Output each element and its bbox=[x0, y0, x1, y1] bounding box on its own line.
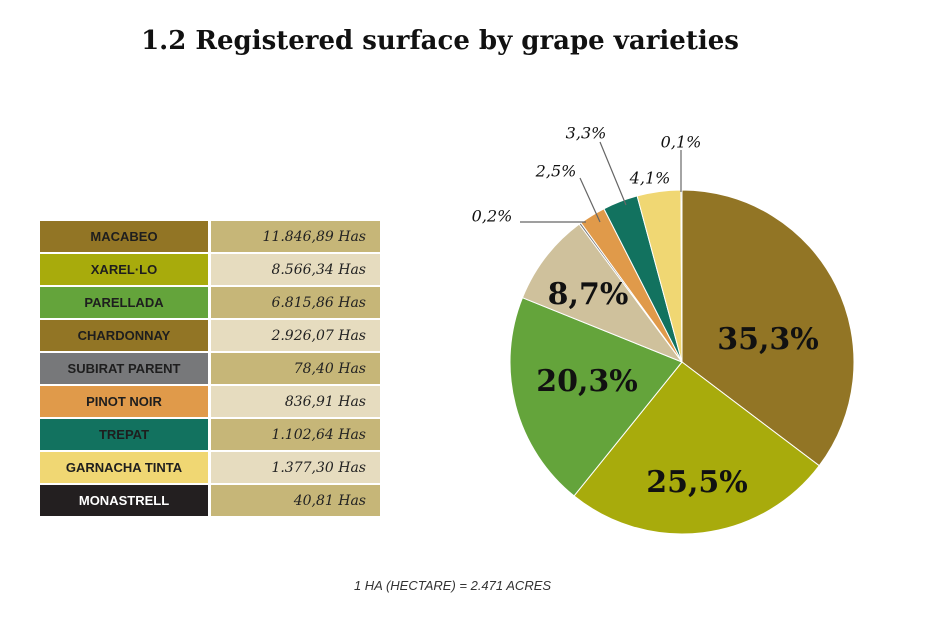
variety-name: GARNACHA TINTA bbox=[40, 452, 208, 483]
table-row: PARELLADA 6.815,86 Has bbox=[40, 287, 380, 318]
variety-name: CHARDONNAY bbox=[40, 320, 208, 351]
pie-slice bbox=[509, 297, 683, 497]
slice-label: 2,5% bbox=[535, 162, 577, 181]
leader-line bbox=[579, 177, 601, 223]
variety-surface: 2.926,07 Has bbox=[211, 320, 380, 351]
variety-surface: 11.846,89 Has bbox=[211, 221, 380, 252]
table-row: PINOT NOIR 836,91 Has bbox=[40, 386, 380, 417]
slice-label: 0,2% bbox=[472, 207, 513, 226]
variety-name: XAREL·LO bbox=[40, 254, 208, 285]
table-row: XAREL·LO 8.566,34 Has bbox=[40, 254, 380, 285]
variety-surface: 40,81 Has bbox=[211, 485, 380, 516]
pie-slice bbox=[573, 361, 820, 535]
slice-label: 0,1% bbox=[661, 133, 702, 152]
variety-name: PINOT NOIR bbox=[40, 386, 208, 417]
variety-name: MONASTRELL bbox=[40, 485, 208, 516]
slice-label: 35,3% bbox=[717, 322, 819, 357]
slice-label: 3,3% bbox=[566, 124, 607, 143]
variety-name: MACABEO bbox=[40, 221, 208, 252]
pie-slice bbox=[521, 223, 684, 364]
pie-slice bbox=[681, 189, 855, 467]
table-row: TREPAT 1.102,64 Has bbox=[40, 419, 380, 450]
variety-name: TREPAT bbox=[40, 419, 208, 450]
slice-label: 4,1% bbox=[629, 169, 671, 188]
table-row: SUBIRAT PARENT 78,40 Has bbox=[40, 353, 380, 384]
slice-label: 8,7% bbox=[548, 277, 629, 312]
table-row: GARNACHA TINTA 1.377,30 Has bbox=[40, 452, 380, 483]
variety-surface: 78,40 Has bbox=[211, 353, 380, 384]
page-title: 1.2 Registered surface by grape varietie… bbox=[141, 26, 739, 56]
variety-surface: 836,91 Has bbox=[211, 386, 380, 417]
table-row: CHARDONNAY 2.926,07 Has bbox=[40, 320, 380, 351]
variety-name: PARELLADA bbox=[40, 287, 208, 318]
variety-surface: 1.377,30 Has bbox=[211, 452, 380, 483]
footnote: 1 HA (HECTARE) = 2.471 ACRES bbox=[353, 578, 552, 593]
variety-table: MACABEO 11.846,89 Has XAREL·LO 8.566,34 Has… bbox=[40, 221, 380, 518]
table-row: MACABEO 11.846,89 Has bbox=[40, 221, 380, 252]
variety-surface: 8.566,34 Has bbox=[211, 254, 380, 285]
variety-name: SUBIRAT PARENT bbox=[40, 353, 208, 384]
slice-label: 20,3% bbox=[536, 364, 638, 399]
variety-surface: 6.815,86 Has bbox=[211, 287, 380, 318]
variety-surface: 1.102,64 Has bbox=[211, 419, 380, 450]
slice-label: 25,5% bbox=[646, 465, 748, 500]
leader-line bbox=[599, 141, 627, 206]
table-row: MONASTRELL 40,81 Has bbox=[40, 485, 380, 516]
